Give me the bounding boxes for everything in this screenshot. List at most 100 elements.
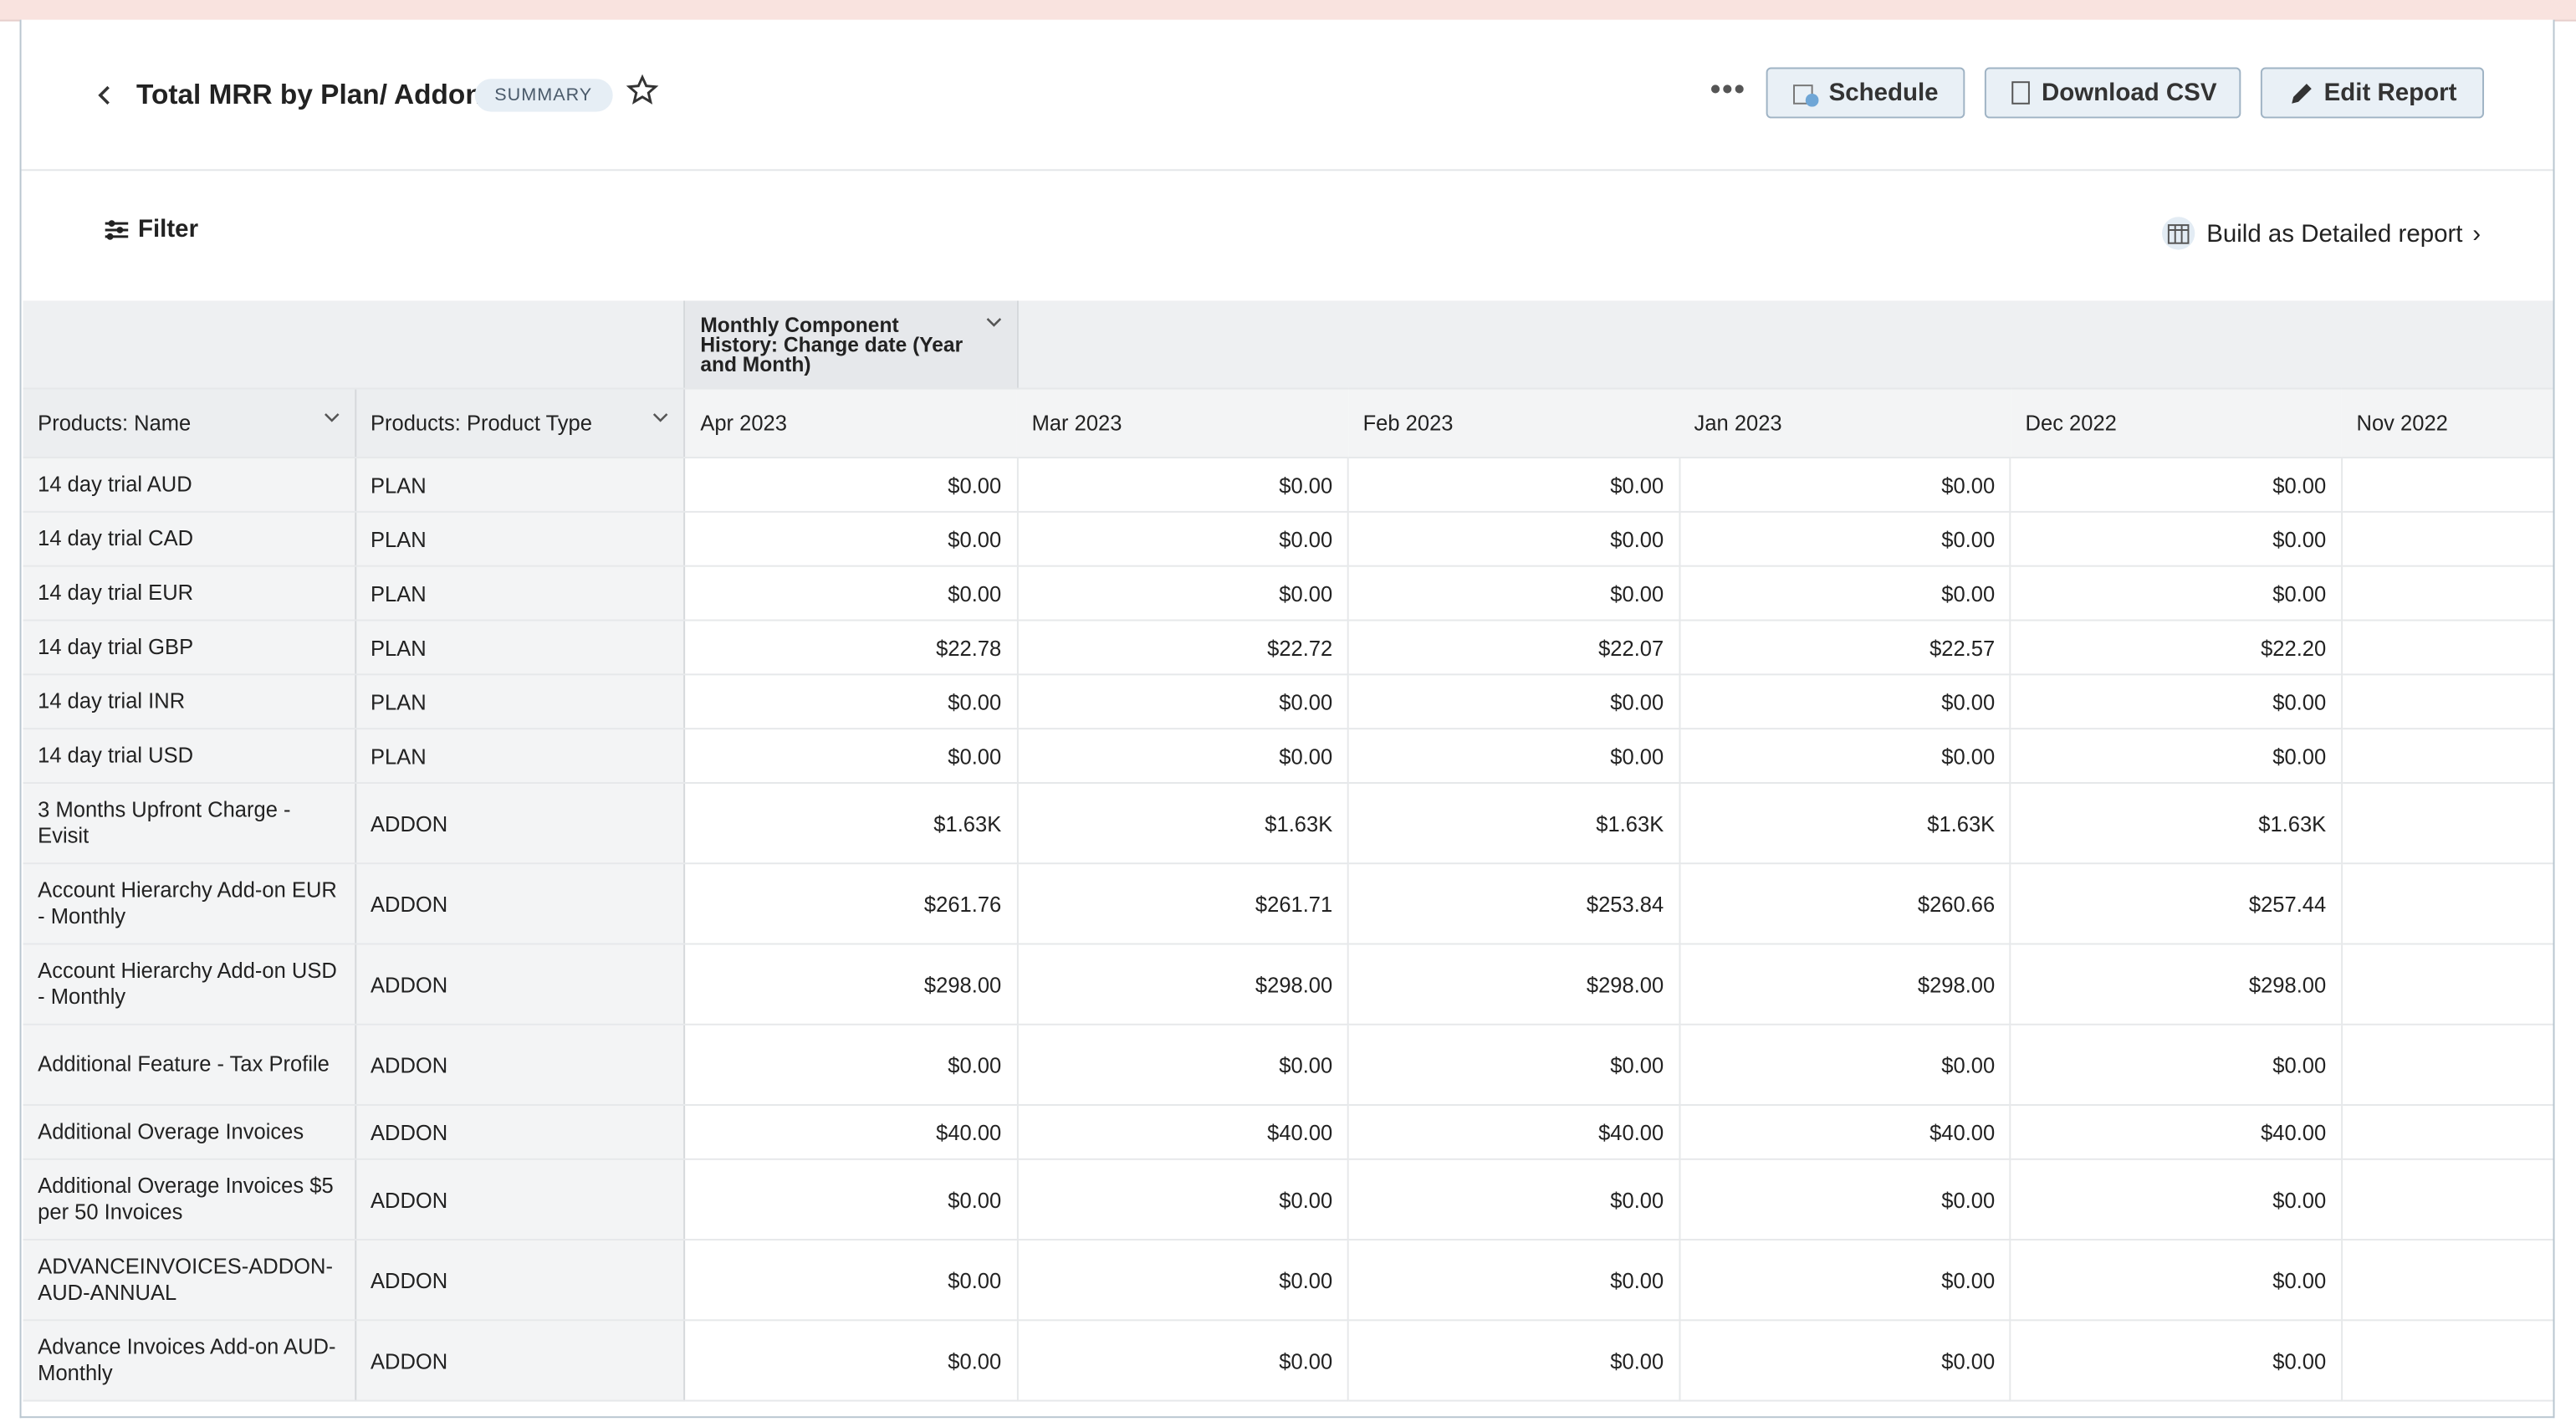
- value-cell: $260.66: [1679, 863, 2011, 944]
- value-cell: $0.00: [1017, 1240, 1348, 1320]
- row-label: PLAN: [355, 674, 684, 729]
- value-cell: $40.00: [1679, 1105, 2011, 1159]
- column-header-label: Dec 2022: [2026, 411, 2117, 435]
- row-label: ADDON: [355, 1105, 684, 1159]
- table-row: Additional Feature - Tax ProfileADDON$0.…: [23, 1025, 2553, 1105]
- value-cell: $0.00: [1348, 729, 1679, 783]
- sort-chevron[interactable]: [323, 411, 340, 424]
- report-table: Monthly Component History: Change date (…: [23, 300, 2553, 1401]
- column-header-label: Apr 2023: [700, 411, 787, 435]
- value-cell: $0.00: [1679, 1025, 2011, 1105]
- value-cell: $0.00: [2011, 729, 2342, 783]
- empty-cell: [2342, 863, 2553, 944]
- empty-cell: [2342, 512, 2553, 566]
- empty-cell: [2342, 566, 2553, 621]
- column-header: Jan 2023: [1679, 389, 2011, 458]
- column-header-label: Products: Name: [38, 411, 191, 435]
- value-cell: $0.00: [685, 674, 1017, 729]
- value-cell: $0.00: [2011, 566, 2342, 621]
- value-cell: $261.71: [1017, 863, 1348, 944]
- column-header-row: Products: Name Products: Product Type Apr …: [23, 389, 2553, 458]
- row-label: Advance Invoices Add-on AUD-Monthly: [23, 1320, 355, 1400]
- filter-button[interactable]: Filter: [104, 215, 198, 243]
- group-header-cell: Monthly Component History: Change date (…: [685, 300, 1017, 388]
- filter-label: Filter: [138, 215, 198, 243]
- value-cell: $298.00: [1679, 944, 2011, 1024]
- favorite-star[interactable]: [626, 74, 658, 106]
- value-cell: $0.00: [2011, 1320, 2342, 1400]
- table-row: Additional Overage Invoices $5 per 50 In…: [23, 1159, 2553, 1240]
- value-cell: $0.00: [685, 512, 1017, 566]
- value-cell: $22.20: [2011, 621, 2342, 675]
- table-row: 14 day trial USDPLAN$0.00$0.00$0.00$0.00…: [23, 729, 2553, 783]
- value-cell: $0.00: [1348, 458, 1679, 512]
- table-row: 14 day trial CADPLAN$0.00$0.00$0.00$0.00…: [23, 512, 2553, 566]
- filter-icon: [104, 217, 130, 241]
- table-row: 14 day trial EURPLAN$0.00$0.00$0.00$0.00…: [23, 566, 2553, 621]
- row-label: PLAN: [355, 729, 684, 783]
- value-cell: $0.00: [1017, 1320, 1348, 1400]
- row-label: Additional Overage Invoices: [23, 1105, 355, 1159]
- value-cell: $0.00: [685, 566, 1017, 621]
- column-header: Products: Product Type: [355, 389, 684, 458]
- column-header: Dec 2022: [2011, 389, 2342, 458]
- value-cell: $40.00: [685, 1105, 1017, 1159]
- value-cell: $1.63K: [1017, 783, 1348, 863]
- row-label: Account Hierarchy Add-on USD - Monthly: [23, 944, 355, 1024]
- column-header: Feb 2023: [1348, 389, 1679, 458]
- build-detailed-link[interactable]: Build as Detailed report›: [2160, 215, 2481, 251]
- column-header-label: Jan 2023: [1694, 411, 1782, 435]
- group-header-label: Monthly Component History: Change date (…: [700, 315, 1001, 374]
- value-cell: $0.00: [1017, 674, 1348, 729]
- schedule-button[interactable]: Schedule: [1766, 68, 1965, 119]
- empty-cell: [2342, 1105, 2553, 1159]
- row-label: PLAN: [355, 621, 684, 675]
- value-cell: $0.00: [2011, 1159, 2342, 1240]
- value-cell: $0.00: [1679, 566, 2011, 621]
- column-header: Mar 2023: [1017, 389, 1348, 458]
- value-cell: $40.00: [1348, 1105, 1679, 1159]
- group-header-row: Monthly Component History: Change date (…: [23, 300, 2553, 388]
- column-header-label: Feb 2023: [1363, 411, 1454, 435]
- value-cell: $0.00: [2011, 1240, 2342, 1320]
- value-cell: $22.57: [1679, 621, 2011, 675]
- back-button[interactable]: [97, 82, 114, 108]
- table-row: 3 Months Upfront Charge - EvisitADDON$1.…: [23, 783, 2553, 863]
- more-menu[interactable]: •••: [1710, 72, 1746, 106]
- value-cell: $298.00: [685, 944, 1017, 1024]
- empty-cell: [2342, 783, 2553, 863]
- row-label: PLAN: [355, 566, 684, 621]
- empty-cell: [2342, 944, 2553, 1024]
- toolbar: Filter Build as Detailed report›: [22, 171, 2553, 299]
- value-cell: $0.00: [1348, 1240, 1679, 1320]
- value-cell: $0.00: [1348, 1025, 1679, 1105]
- column-header: Products: Name: [23, 389, 355, 458]
- value-cell: $0.00: [1679, 512, 2011, 566]
- value-cell: $0.00: [1017, 566, 1348, 621]
- sort-chevron[interactable]: [652, 411, 669, 424]
- sort-chevron[interactable]: [985, 315, 1002, 328]
- edit-button[interactable]: Edit Report: [2261, 68, 2484, 119]
- table-row: Advance Invoices Add-on AUD-MonthlyADDON…: [23, 1320, 2553, 1400]
- report-title: Total MRR by Plan/ Addon: [136, 79, 483, 111]
- empty-cell: [2342, 1159, 2553, 1240]
- column-header: Nov 2022: [2342, 389, 2553, 458]
- empty-cell: [2342, 729, 2553, 783]
- row-label: 14 day trial USD: [23, 729, 355, 783]
- row-label: 3 Months Upfront Charge - Evisit: [23, 783, 355, 863]
- table-row: Account Hierarchy Add-on EUR - MonthlyAD…: [23, 863, 2553, 944]
- value-cell: $0.00: [2011, 458, 2342, 512]
- value-cell: $0.00: [1348, 1320, 1679, 1400]
- download-button[interactable]: Download CSV: [1985, 68, 2241, 119]
- value-cell: $0.00: [1017, 1025, 1348, 1105]
- button-label: Download CSV: [2042, 79, 2217, 106]
- value-cell: $298.00: [1348, 944, 1679, 1024]
- row-label: 14 day trial GBP: [23, 621, 355, 675]
- table-row: ADVANCEINVOICES-ADDON-AUD-ANNUALADDON$0.…: [23, 1240, 2553, 1320]
- row-label: ADDON: [355, 1025, 684, 1105]
- row-label: Additional Overage Invoices $5 per 50 In…: [23, 1159, 355, 1240]
- summary-badge: SUMMARY: [475, 79, 612, 111]
- empty-cell: [2342, 674, 2553, 729]
- table-row: 14 day trial AUDPLAN$0.00$0.00$0.00$0.00…: [23, 458, 2553, 512]
- report-frame: Total MRR by Plan/ Addon SUMMARY ••• Sch…: [20, 20, 2555, 1419]
